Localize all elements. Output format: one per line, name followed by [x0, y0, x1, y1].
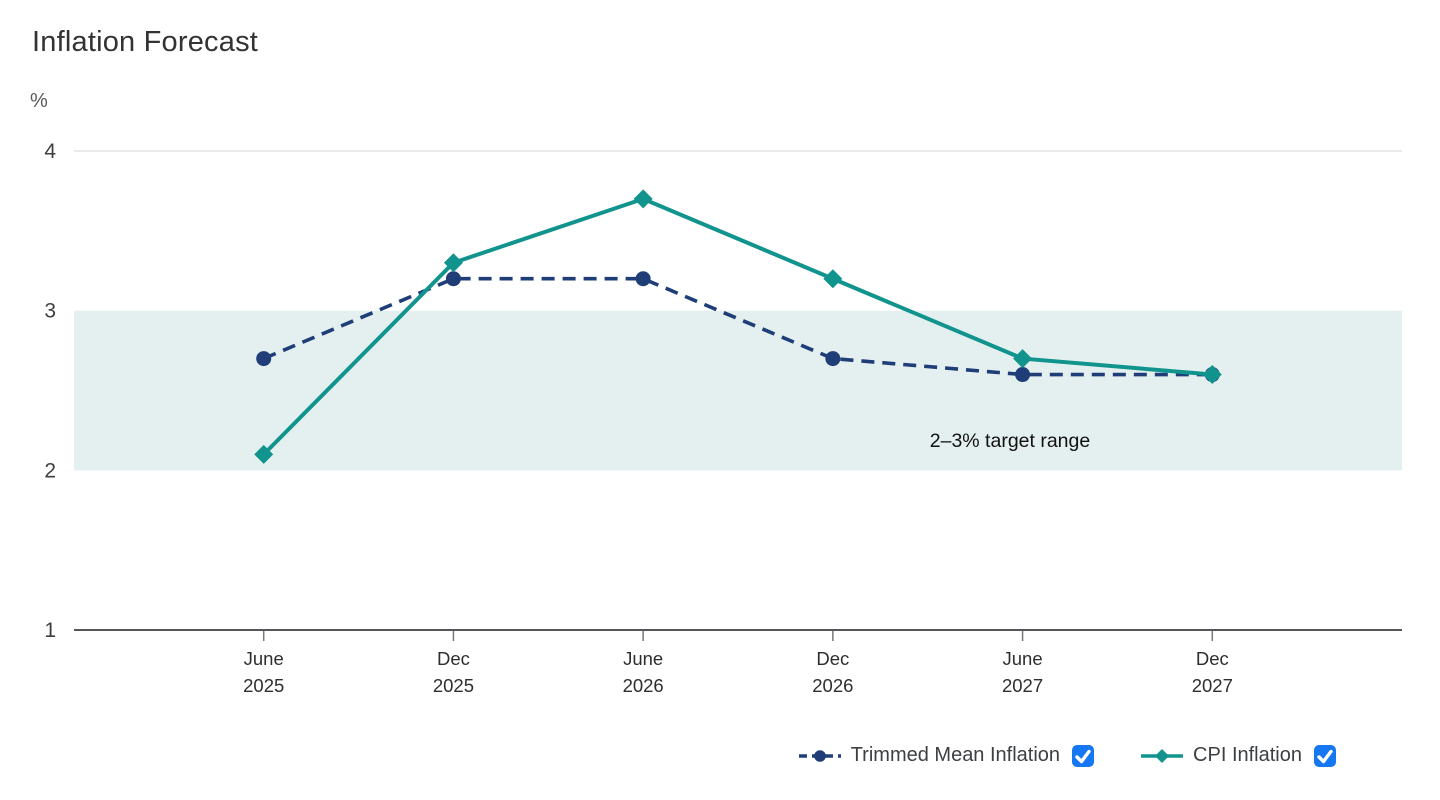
- chart-legend: Trimmed Mean Inflation CPI Inflation: [0, 744, 1336, 767]
- trimmed-mean-inflation-marker: [1015, 367, 1031, 383]
- x-tick-label: 2025: [243, 675, 284, 696]
- x-tick-label: June: [1003, 648, 1043, 669]
- x-tick-label: Dec: [816, 648, 849, 669]
- y-tick-label: 1: [44, 619, 56, 642]
- x-tick-label: 2025: [433, 675, 474, 696]
- legend-label-trimmed-mean-inflation: Trimmed Mean Inflation: [850, 744, 1061, 766]
- x-tick-label: 2027: [1002, 675, 1043, 696]
- x-tick-label: June: [623, 648, 663, 669]
- trimmed-mean-inflation-marker: [825, 351, 841, 367]
- legend-label-cpi-inflation: CPI Inflation: [1193, 744, 1302, 766]
- legend-checkbox-trimmed-mean-inflation[interactable]: [1072, 744, 1095, 767]
- target-range-annotation: 2–3% target range: [930, 430, 1090, 452]
- cpi-inflation-marker: [633, 189, 653, 209]
- x-tick-label: Dec: [1196, 648, 1229, 669]
- x-tick-label: 2026: [812, 675, 853, 696]
- checkmark-icon: [1075, 749, 1091, 763]
- legend-swatch-trimmed-mean-inflation: [798, 749, 841, 762]
- cpi-inflation-marker: [1013, 349, 1033, 369]
- x-tick-label: 2027: [1192, 675, 1233, 696]
- cpi-inflation-marker: [1202, 365, 1222, 385]
- legend-item-trimmed-mean-inflation: Trimmed Mean Inflation: [798, 744, 1095, 767]
- trimmed-mean-inflation-marker: [445, 271, 461, 287]
- cpi-inflation-marker: [254, 444, 274, 464]
- x-tick-label: June: [244, 648, 284, 669]
- checkmark-icon: [1317, 749, 1333, 763]
- chart-title: Inflation Forecast: [32, 26, 259, 58]
- y-tick-label: 4: [44, 140, 56, 163]
- cpi-inflation-marker: [443, 253, 463, 273]
- cpi-inflation-marker: [823, 269, 843, 289]
- legend-checkbox-cpi-inflation[interactable]: [1314, 744, 1336, 767]
- target-range-band: [74, 310, 1402, 471]
- trimmed-mean-inflation-marker: [635, 271, 651, 287]
- y-tick-label: 2: [44, 459, 56, 482]
- y-axis-unit-label: %: [30, 90, 48, 112]
- y-tick-label: 3: [44, 300, 56, 323]
- legend-item-cpi-inflation: CPI Inflation: [1140, 744, 1336, 767]
- trimmed-mean-inflation-marker: [256, 351, 272, 367]
- plot-area: 4 3 2 1 June 2025 Dec 2025 June 2026 Dec 2026 June 20…: [44, 140, 1402, 696]
- x-tick-label: 2026: [623, 675, 664, 696]
- x-tick-label: Dec: [437, 648, 470, 669]
- cpi-inflation-line: [262, 196, 1213, 456]
- legend-swatch-cpi-inflation: [1141, 748, 1184, 763]
